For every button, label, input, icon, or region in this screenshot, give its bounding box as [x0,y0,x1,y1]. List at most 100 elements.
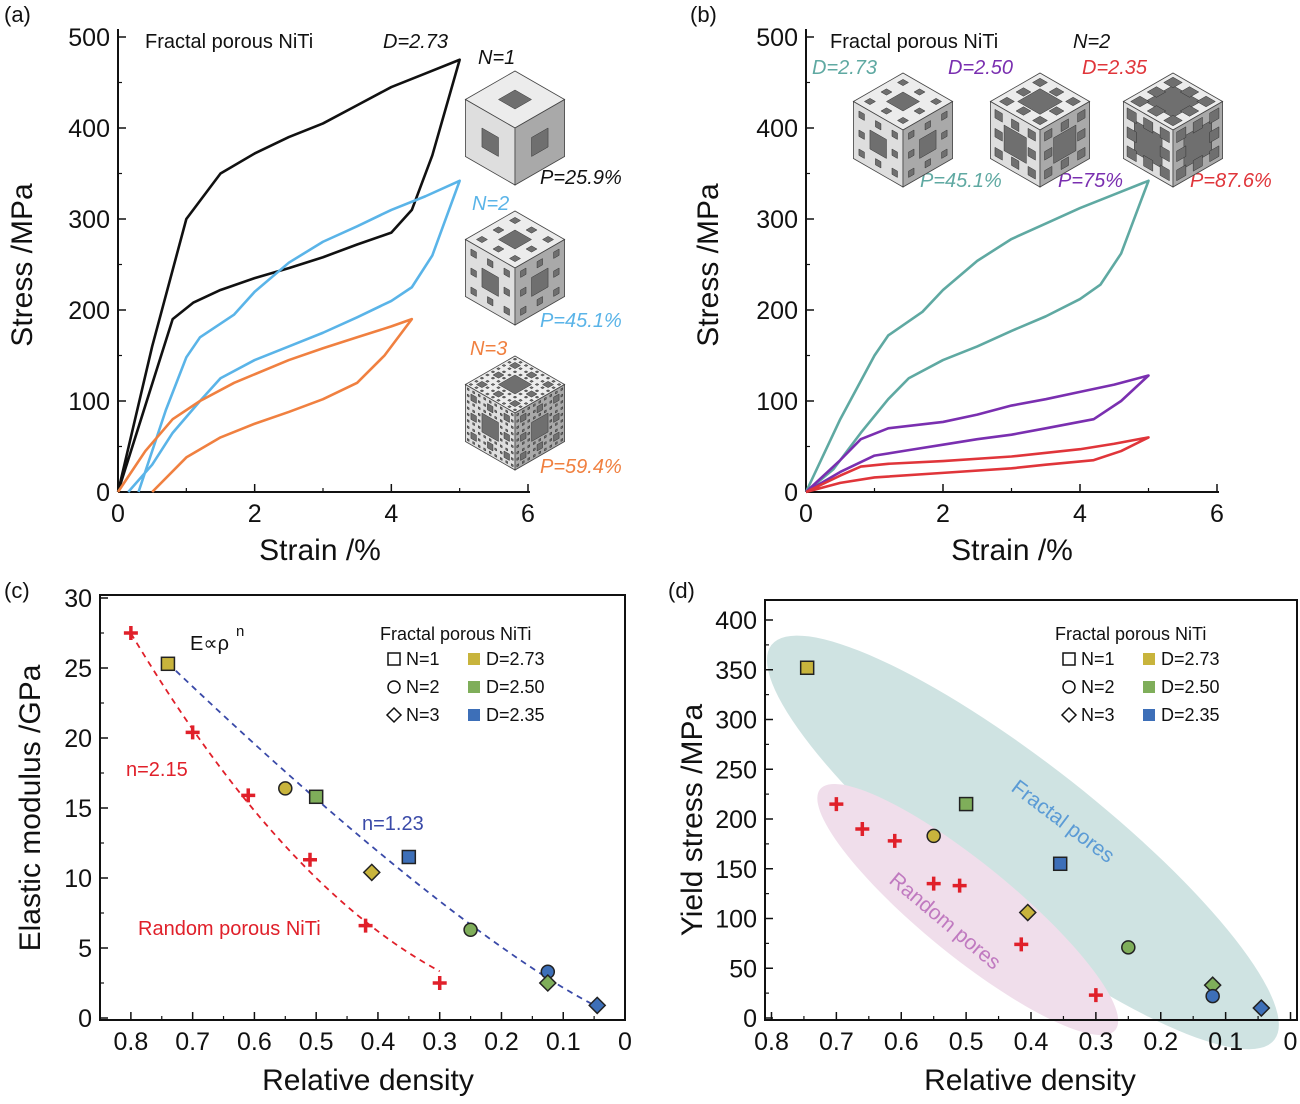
cube-pore [1060,118,1069,133]
y-tick-label: 400 [715,607,757,635]
y-tick-label: 0 [784,479,798,507]
cube-pore [529,379,534,383]
label-n2: N=2 [472,193,509,215]
y-tick-label: 200 [68,297,110,325]
cube-pore [525,371,538,379]
fractal-point-N3-D2.73 [1018,903,1037,922]
cube-pore [880,88,893,96]
cube-pore [507,373,512,377]
cube-pore [516,437,519,442]
legend-shape-label: N=2 [1081,677,1115,697]
y-tick-label: 300 [68,206,110,234]
fractal-point-N2-D2.50 [463,922,478,938]
cube-pore [538,412,541,417]
xlabel-c: Relative density [262,1064,474,1097]
cube-pore [891,129,898,140]
cube-pore [553,248,560,259]
cube-pore [941,148,948,159]
cube-pore [487,296,494,307]
random-point [432,976,447,990]
cube-pore [527,437,530,442]
cube-pore [538,437,541,442]
cube-pore [544,447,547,452]
cube-pore [512,408,518,412]
legend-shape-label: N=3 [1081,705,1115,725]
cube-pore [1011,118,1020,133]
legend-diamond-icon [1060,706,1078,724]
y-tick-label: 20 [64,725,92,753]
cube-pore [1146,86,1167,98]
cube-pore [472,422,475,427]
x-tick-label: 0.3 [422,1028,457,1056]
legend-fill-label: D=2.35 [486,705,545,725]
cube-pore [555,409,558,414]
cube-pore [544,441,547,446]
cube-pore [534,370,540,374]
cube-pore [924,158,931,169]
cube-pore [908,167,915,178]
cube-pore [511,450,514,455]
x-tick-label: 4 [1073,500,1087,528]
cube-pore [478,418,481,423]
cube-pore [501,370,507,374]
fractal-point-N1-D2.73 [160,656,176,672]
xlabel-b: Strain /% [951,534,1073,567]
ylabel-a: Stress /MPa [6,183,39,347]
cube-pore [549,393,552,398]
y-tick-label: 400 [68,115,110,143]
y-tick-label: 0 [96,479,110,507]
cube-pore [466,412,470,417]
cube-pore [527,406,530,411]
cube-pore [1196,95,1216,108]
cube-pore [518,392,523,396]
cube-pore [470,267,477,278]
cube-pore [489,450,492,455]
cube-pore [924,120,931,131]
y-tick-label: 15 [64,795,92,823]
cube-pore [522,447,525,452]
cube-pore [556,383,562,386]
cube-pore [555,403,558,408]
cube-pore [485,373,490,377]
label-d235: D=2.35 [1082,57,1148,79]
cube-pore [544,434,547,439]
legend-fill-label: D=2.35 [1161,705,1220,725]
cube-pore [522,422,525,427]
cube-pore [523,389,529,393]
cube-pore [544,396,547,401]
legend-shape-label: N=1 [406,649,440,669]
cube-pore [1143,116,1154,134]
cube-pore [1176,145,1187,163]
cube-pore [511,444,514,449]
cube-pore [560,387,564,392]
cube-pore [560,393,564,398]
legend-square-icon [1062,652,1076,666]
cube-pore [501,402,507,405]
cube-pore [494,441,497,446]
cube-pore [1209,126,1220,144]
series-line-D235 [805,436,1150,494]
cube-pore [908,129,915,140]
cube-pore [549,406,552,411]
cube-pore [466,418,470,423]
x-tick-label: 0.2 [1143,1028,1178,1056]
cube-pore [505,428,508,433]
random-point [1014,937,1029,952]
cube-pore [505,422,508,427]
porosity-d273: P=45.1% [920,170,1002,192]
cube-pore [885,91,921,112]
ylabel-d: Yield stress /MPa [676,704,709,937]
y-tick-label: 300 [715,707,757,735]
random-porous-label: Random porous NiTi [138,918,321,940]
cube-pore [518,360,523,364]
cube-pore [487,403,494,414]
cube-pore [494,415,497,420]
y-tick-label: 500 [756,24,798,52]
x-tick-label: 6 [521,500,535,528]
cube-pore [1176,126,1187,144]
cube-pore [555,441,558,446]
fractal-point-N3-D2.35 [588,996,607,1015]
cube-pore [470,286,477,297]
cube-pore [500,425,503,430]
